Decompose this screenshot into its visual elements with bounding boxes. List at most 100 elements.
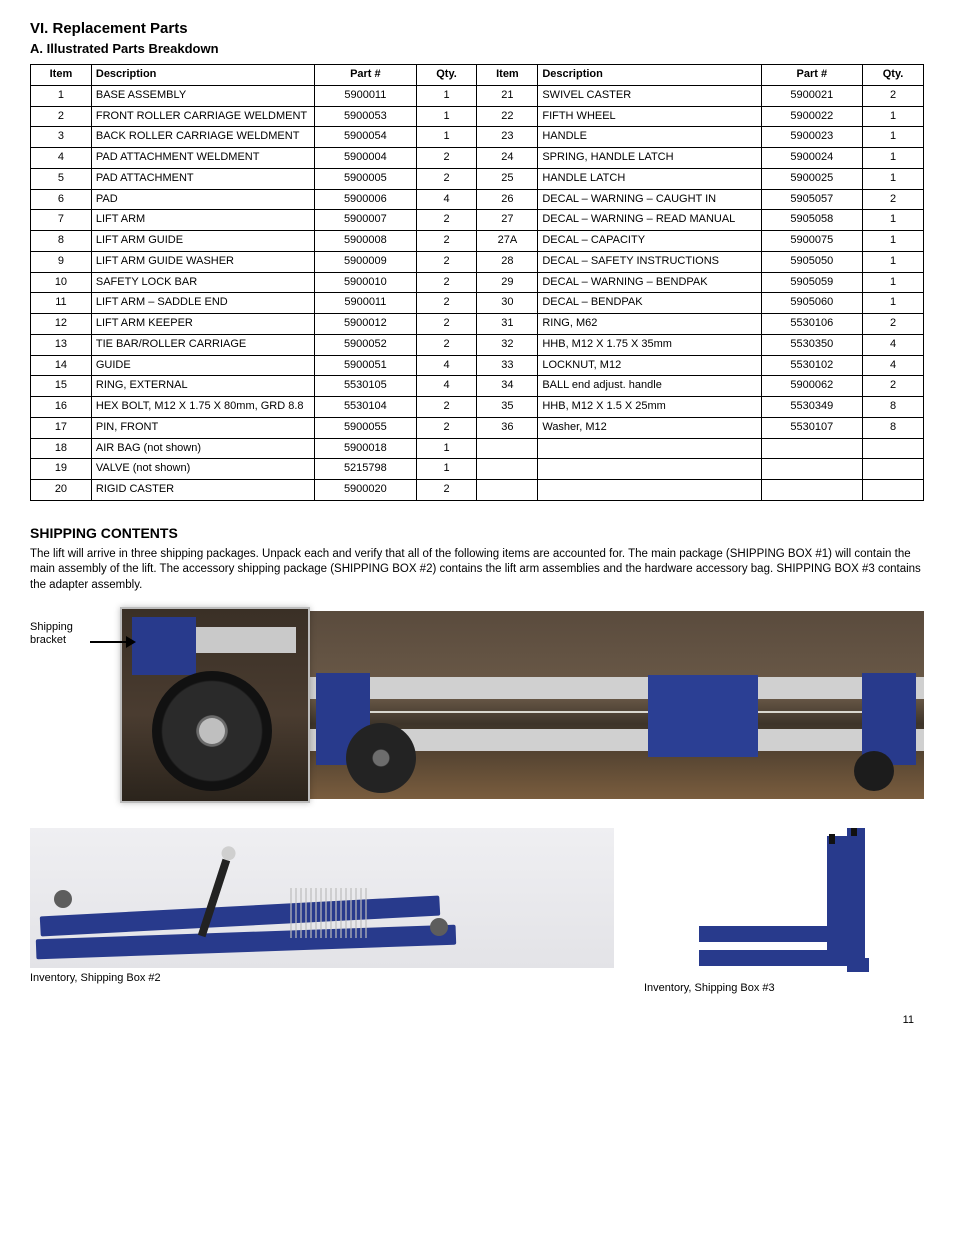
table-row: 6PAD5900006426DECAL – WARNING – CAUGHT I…	[31, 189, 924, 210]
table-cell: 5900052	[315, 334, 416, 355]
shipping-body: The lift will arrive in three shipping p…	[30, 547, 924, 594]
table-cell: 1	[31, 85, 92, 106]
table-cell: BACK ROLLER CARRIAGE WELDMENT	[91, 127, 314, 148]
table-cell: 35	[477, 397, 538, 418]
table-cell: 1	[863, 127, 924, 148]
table-cell: 1	[863, 293, 924, 314]
table-cell: DECAL – WARNING – CAUGHT IN	[538, 189, 761, 210]
table-cell: 18	[31, 438, 92, 459]
table-cell: 5900024	[761, 148, 862, 169]
table-cell: 2	[863, 189, 924, 210]
table-cell: PAD ATTACHMENT	[91, 168, 314, 189]
table-cell: 11	[31, 293, 92, 314]
table-cell: VALVE (not shown)	[91, 459, 314, 480]
table-row: 4PAD ATTACHMENT WELDMENT5900004224SPRING…	[31, 148, 924, 169]
table-row: 18AIR BAG (not shown)59000181	[31, 438, 924, 459]
table-cell	[477, 438, 538, 459]
table-cell: 30	[477, 293, 538, 314]
box3-caption: Inventory, Shipping Box #3	[644, 982, 924, 994]
table-cell: 1	[416, 438, 477, 459]
table-cell: SWIVEL CASTER	[538, 85, 761, 106]
table-cell: 5900025	[761, 168, 862, 189]
table-cell: 5530350	[761, 334, 862, 355]
table-cell: HANDLE LATCH	[538, 168, 761, 189]
table-row: 3BACK ROLLER CARRIAGE WELDMENT5900054123…	[31, 127, 924, 148]
table-cell: 1	[863, 148, 924, 169]
callout-line	[90, 641, 130, 643]
table-cell: 24	[477, 148, 538, 169]
table-cell: 5900023	[761, 127, 862, 148]
table-row: 19VALVE (not shown)52157981	[31, 459, 924, 480]
table-cell	[761, 459, 862, 480]
table-cell: 2	[416, 293, 477, 314]
wheel-shape	[152, 671, 272, 791]
table-cell: 5900053	[315, 106, 416, 127]
table-cell: 5905058	[761, 210, 862, 231]
table-cell	[477, 480, 538, 501]
table-cell: LIFT ARM	[91, 210, 314, 231]
table-cell: 2	[863, 314, 924, 335]
bottom-photo-row: Inventory, Shipping Box #2 Inventory, Sh…	[30, 828, 924, 994]
table-cell: 5900005	[315, 168, 416, 189]
table-row: 17PIN, FRONT5900055236Washer, M125530107…	[31, 417, 924, 438]
table-cell: 5900022	[761, 106, 862, 127]
table-cell: TIE BAR/ROLLER CARRIAGE	[91, 334, 314, 355]
table-cell: DECAL – WARNING – BENDPAK	[538, 272, 761, 293]
table-cell: LIFT ARM GUIDE	[91, 231, 314, 252]
table-cell: 2	[416, 148, 477, 169]
table-cell: 9	[31, 251, 92, 272]
table-cell: 4	[416, 376, 477, 397]
table-cell: 21	[477, 85, 538, 106]
table-cell: PAD	[91, 189, 314, 210]
table-cell	[761, 438, 862, 459]
table-cell: LIFT ARM – SADDLE END	[91, 293, 314, 314]
table-cell: BASE ASSEMBLY	[91, 85, 314, 106]
table-cell: 13	[31, 334, 92, 355]
table-cell: 5900008	[315, 231, 416, 252]
table-cell: 5900010	[315, 272, 416, 293]
table-cell: 5900007	[315, 210, 416, 231]
table-cell: 36	[477, 417, 538, 438]
big-wheel	[346, 723, 416, 793]
table-row: 12LIFT ARM KEEPER5900012231RING, M625530…	[31, 314, 924, 335]
table-cell: 2	[416, 231, 477, 252]
roller-carriage	[648, 675, 758, 757]
table-cell: DECAL – BENDPAK	[538, 293, 761, 314]
th-item-l: Item	[31, 65, 92, 86]
table-cell: 8	[31, 231, 92, 252]
table-cell: 2	[31, 106, 92, 127]
inset-photo	[122, 609, 308, 801]
table-cell: DECAL – SAFETY INSTRUCTIONS	[538, 251, 761, 272]
table-row: 1BASE ASSEMBLY5900011121SWIVEL CASTER590…	[31, 85, 924, 106]
table-cell: 7	[31, 210, 92, 231]
table-cell: 2	[416, 334, 477, 355]
shipping-box3: Inventory, Shipping Box #3	[644, 828, 924, 994]
table-cell: 5905057	[761, 189, 862, 210]
table-row: 10SAFETY LOCK BAR5900010229DECAL – WARNI…	[31, 272, 924, 293]
box2-caption: Inventory, Shipping Box #2	[30, 972, 614, 984]
callout-shipping-bracket: Shipping bracket	[30, 621, 94, 647]
table-cell: 1	[863, 231, 924, 252]
shipping-title: SHIPPING CONTENTS	[30, 525, 924, 541]
table-cell: SAFETY LOCK BAR	[91, 272, 314, 293]
page-title: VI. Replacement Parts	[30, 20, 924, 37]
table-cell: 6	[31, 189, 92, 210]
callout-arrow-icon	[126, 636, 136, 648]
table-cell: 27	[477, 210, 538, 231]
table-cell: HHB, M12 X 1.5 X 25mm	[538, 397, 761, 418]
adapter-fork-icon	[679, 828, 889, 978]
box2-photo	[30, 828, 614, 968]
table-cell: 25	[477, 168, 538, 189]
table-cell: PAD ATTACHMENT WELDMENT	[91, 148, 314, 169]
table-cell: 22	[477, 106, 538, 127]
th-part-l: Part #	[315, 65, 416, 86]
table-cell: 2	[863, 376, 924, 397]
table-cell: 5530349	[761, 397, 862, 418]
table-cell: 19	[31, 459, 92, 480]
table-row: 2FRONT ROLLER CARRIAGE WELDMENT590005312…	[31, 106, 924, 127]
table-cell: 2	[416, 272, 477, 293]
table-cell: 2	[416, 314, 477, 335]
table-cell: 1	[416, 459, 477, 480]
table-cell: LOCKNUT, M12	[538, 355, 761, 376]
table-row: 13TIE BAR/ROLLER CARRIAGE5900052232HHB, …	[31, 334, 924, 355]
